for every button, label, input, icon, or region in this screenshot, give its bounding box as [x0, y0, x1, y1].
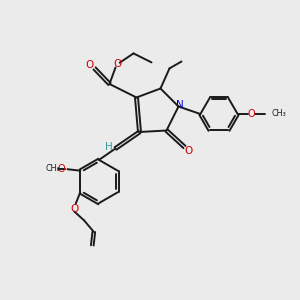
- Text: O: O: [114, 59, 122, 69]
- Text: O: O: [184, 146, 192, 156]
- Text: O: O: [248, 109, 256, 119]
- Text: O: O: [70, 203, 78, 214]
- Text: O: O: [85, 59, 94, 70]
- Text: O: O: [58, 164, 65, 174]
- Text: CH₃: CH₃: [271, 110, 286, 118]
- Text: CH₃: CH₃: [46, 164, 61, 173]
- Text: H: H: [105, 142, 113, 152]
- Text: N: N: [176, 100, 184, 110]
